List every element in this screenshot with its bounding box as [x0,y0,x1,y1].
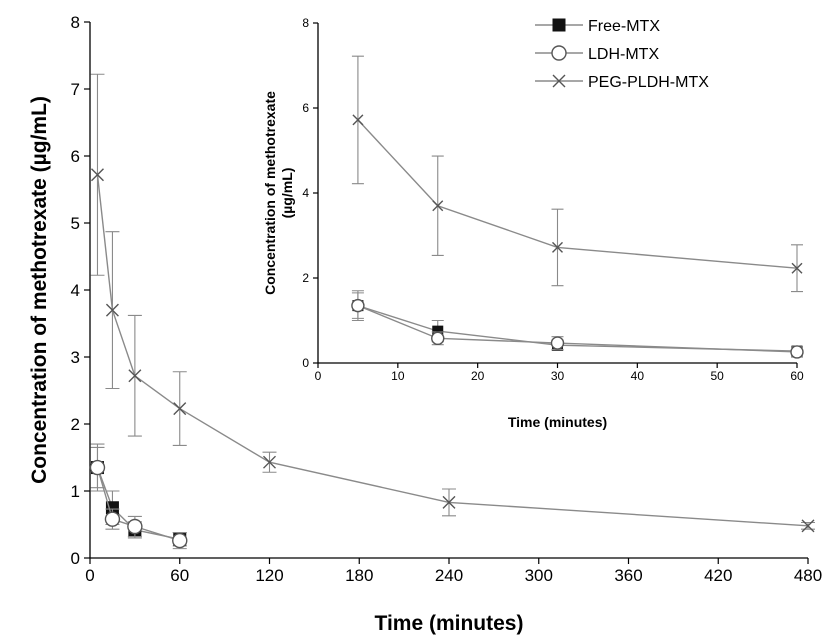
main-y-tick-label: 5 [71,214,80,233]
main-line-free-mtx [96,467,180,540]
main-x-tick-label: 60 [170,566,189,585]
legend-item-ldh-mtx: LDH-MTX [535,45,659,63]
inset-point-ldh-mtx [550,336,565,350]
legend-marker-free-mtx [552,18,566,32]
main-point-peg-pldh-mtx [90,168,104,182]
inset-y-axis-title-line: Concentration of methotrexate [262,91,278,295]
main-x-tick-label: 0 [85,566,94,585]
legend: Free-MTX LDH-MTX PEG-PLDH-MTX [535,18,709,91]
main-y-tick-label: 0 [71,549,80,568]
inset-plot: 0 10 20 30 40 50 60 0 2 4 6 8 Time (minutes) Concentr… [262,16,804,430]
legend-item-free-mtx: Free-MTX [535,18,660,35]
main-point-peg-pldh-mtx [105,303,119,317]
main-x-tick-label: 480 [794,566,822,585]
main-y-axis-title: Concentration of methotrexate (µg/mL) [28,96,51,484]
inset-y-axis-title-line: (µg/mL) [279,168,295,219]
main-point-peg-pldh-mtx [263,455,276,469]
main-point-ldh-mtx [104,511,121,527]
main-x-axis-title: Time (minutes) [375,612,524,635]
main-y-tick-label: 6 [71,147,80,166]
main-y-tick-label: 3 [71,348,80,367]
inset-point-ldh-mtx [431,331,445,346]
inset-point-ldh-mtx [351,298,365,313]
inset-point-ldh-mtx [790,345,804,359]
main-y-tick-label: 8 [71,13,80,32]
inset-x-tick-label: 40 [631,369,645,383]
legend-label-free-mtx: Free-MTX [588,18,660,35]
inset-y-tick-label: 6 [302,101,309,115]
main-point-peg-pldh-mtx [442,495,456,509]
inset-x-tick-label: 20 [471,369,485,383]
main-x-tick-label: 420 [704,566,732,585]
inset-y-tick-label: 4 [302,186,309,200]
inset-y-tick-label: 0 [302,356,309,370]
main-x-tick-label: 240 [435,566,463,585]
inset-point-peg-pldh-mtx [432,200,444,212]
inset-series-free-mtx [351,292,803,357]
inset-x-tick-label: 30 [551,369,565,383]
legend-marker-ldh-mtx [551,45,567,61]
main-y-tick-label: 4 [71,281,80,300]
inset-y-axis-title: Concentration of methotrexate(µg/mL) [262,91,295,295]
main-x-tick-label: 180 [345,566,373,585]
main-point-peg-pldh-mtx [801,519,815,533]
inset-point-peg-pldh-mtx [552,241,563,253]
main-x-tick-label: 360 [614,566,642,585]
legend-item-peg-pldh-mtx: PEG-PLDH-MTX [535,74,709,91]
inset-line-peg-pldh-mtx [357,119,798,269]
main-point-peg-pldh-mtx [173,402,187,416]
inset-x-axis-title: Time (minutes) [508,414,607,430]
main-y-tick-label: 2 [71,415,80,434]
legend-label-ldh-mtx: LDH-MTX [588,46,659,63]
main-line-ldh-mtx [96,467,180,542]
main-x-tick-label: 120 [255,566,283,585]
inset-point-peg-pldh-mtx [791,262,803,274]
main-x-tick-label: 300 [525,566,553,585]
inset-series-ldh-mtx [351,290,804,359]
main-line-peg-pldh-mtx [96,174,809,527]
inset-x-tick-label: 60 [790,369,804,383]
inset-x-tick-label: 10 [391,369,405,383]
main-point-ldh-mtx [127,518,143,535]
legend-label-peg-pldh-mtx: PEG-PLDH-MTX [588,74,709,91]
main-point-ldh-mtx [172,532,188,549]
inset-x-tick-label: 0 [315,369,322,383]
inset-y-tick-label: 2 [302,271,309,285]
main-point-peg-pldh-mtx [128,369,142,383]
legend-marker-peg-pldh-mtx [552,74,566,88]
main-series-ldh-mtx [89,443,188,550]
inset-x-tick-label: 50 [710,369,724,383]
inset-line-ldh-mtx [357,304,798,353]
main-y-tick-label: 7 [71,80,80,99]
main-point-ldh-mtx [89,459,106,476]
inset-series-peg-pldh-mtx [351,55,803,293]
inset-point-peg-pldh-mtx [352,114,364,126]
inset-y-tick-label: 8 [302,16,309,30]
main-y-tick-label: 1 [71,482,80,501]
main-series-peg-pldh-mtx [90,73,815,533]
